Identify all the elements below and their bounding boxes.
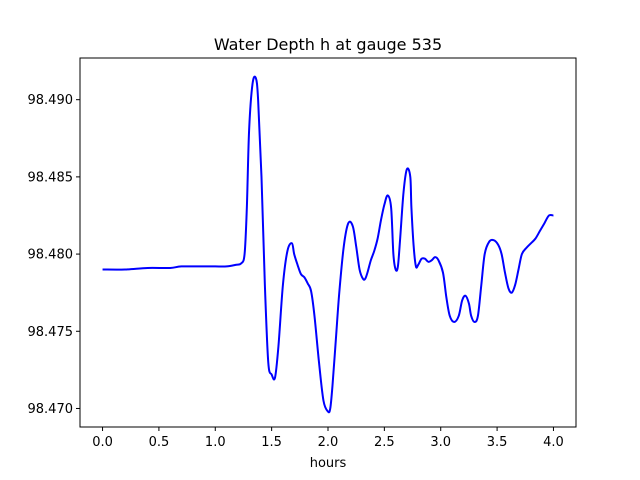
x-tick-label: 1.5 — [261, 435, 282, 450]
x-tick-label: 1.0 — [205, 435, 226, 450]
y-tick-label: 98.490 — [28, 93, 74, 108]
x-axis-ticks: 0.0 0.5 1.0 1.5 2.0 2.5 3.0 3.5 4.0 — [92, 427, 564, 450]
y-tick-label: 98.480 — [28, 248, 74, 263]
y-tick-label: 98.475 — [28, 325, 74, 340]
x-tick-label: 0.0 — [92, 435, 113, 450]
x-axis-label: hours — [310, 456, 347, 471]
x-tick-label: 4.0 — [543, 435, 564, 450]
x-tick-label: 3.0 — [430, 435, 451, 450]
y-tick-label: 98.485 — [28, 170, 74, 185]
x-tick-label: 2.0 — [318, 435, 339, 450]
chart-title: Water Depth h at gauge 535 — [214, 35, 442, 54]
x-tick-label: 0.5 — [149, 435, 170, 450]
x-tick-label: 2.5 — [374, 435, 395, 450]
x-tick-label: 3.5 — [487, 435, 508, 450]
y-axis-ticks: 98.470 98.475 98.480 98.485 98.490 — [28, 93, 80, 417]
y-tick-label: 98.470 — [28, 402, 74, 417]
water-depth-line — [102, 75, 554, 414]
plot-frame — [79, 57, 577, 428]
